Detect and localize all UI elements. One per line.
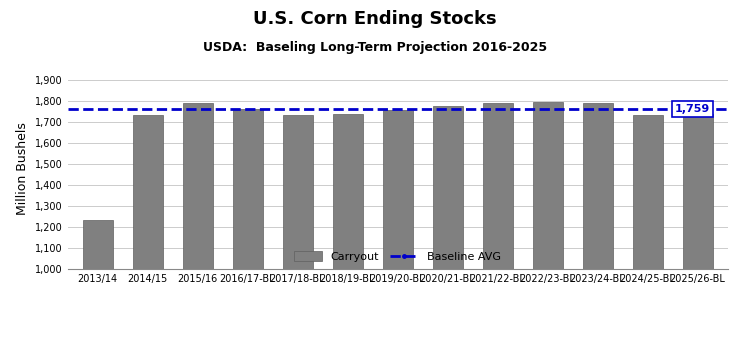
Bar <box>583 104 613 345</box>
Text: 1,759: 1,759 <box>675 104 710 114</box>
Bar <box>82 220 112 345</box>
Bar <box>283 115 313 345</box>
Bar <box>332 114 362 345</box>
Bar <box>682 114 712 345</box>
Text: U.S. Corn Ending Stocks: U.S. Corn Ending Stocks <box>254 10 496 28</box>
Bar <box>182 104 212 345</box>
Text: USDA:  Baseling Long-Term Projection 2016-2025: USDA: Baseling Long-Term Projection 2016… <box>203 41 547 55</box>
Bar <box>133 115 163 345</box>
Y-axis label: Million Bushels: Million Bushels <box>16 122 29 216</box>
Bar <box>532 102 562 345</box>
Bar <box>632 115 662 345</box>
Legend: Carryout, Baseline AVG: Carryout, Baseline AVG <box>291 248 504 266</box>
Bar <box>232 109 262 345</box>
Bar <box>382 110 412 345</box>
Bar <box>482 104 512 345</box>
Bar <box>433 106 463 345</box>
